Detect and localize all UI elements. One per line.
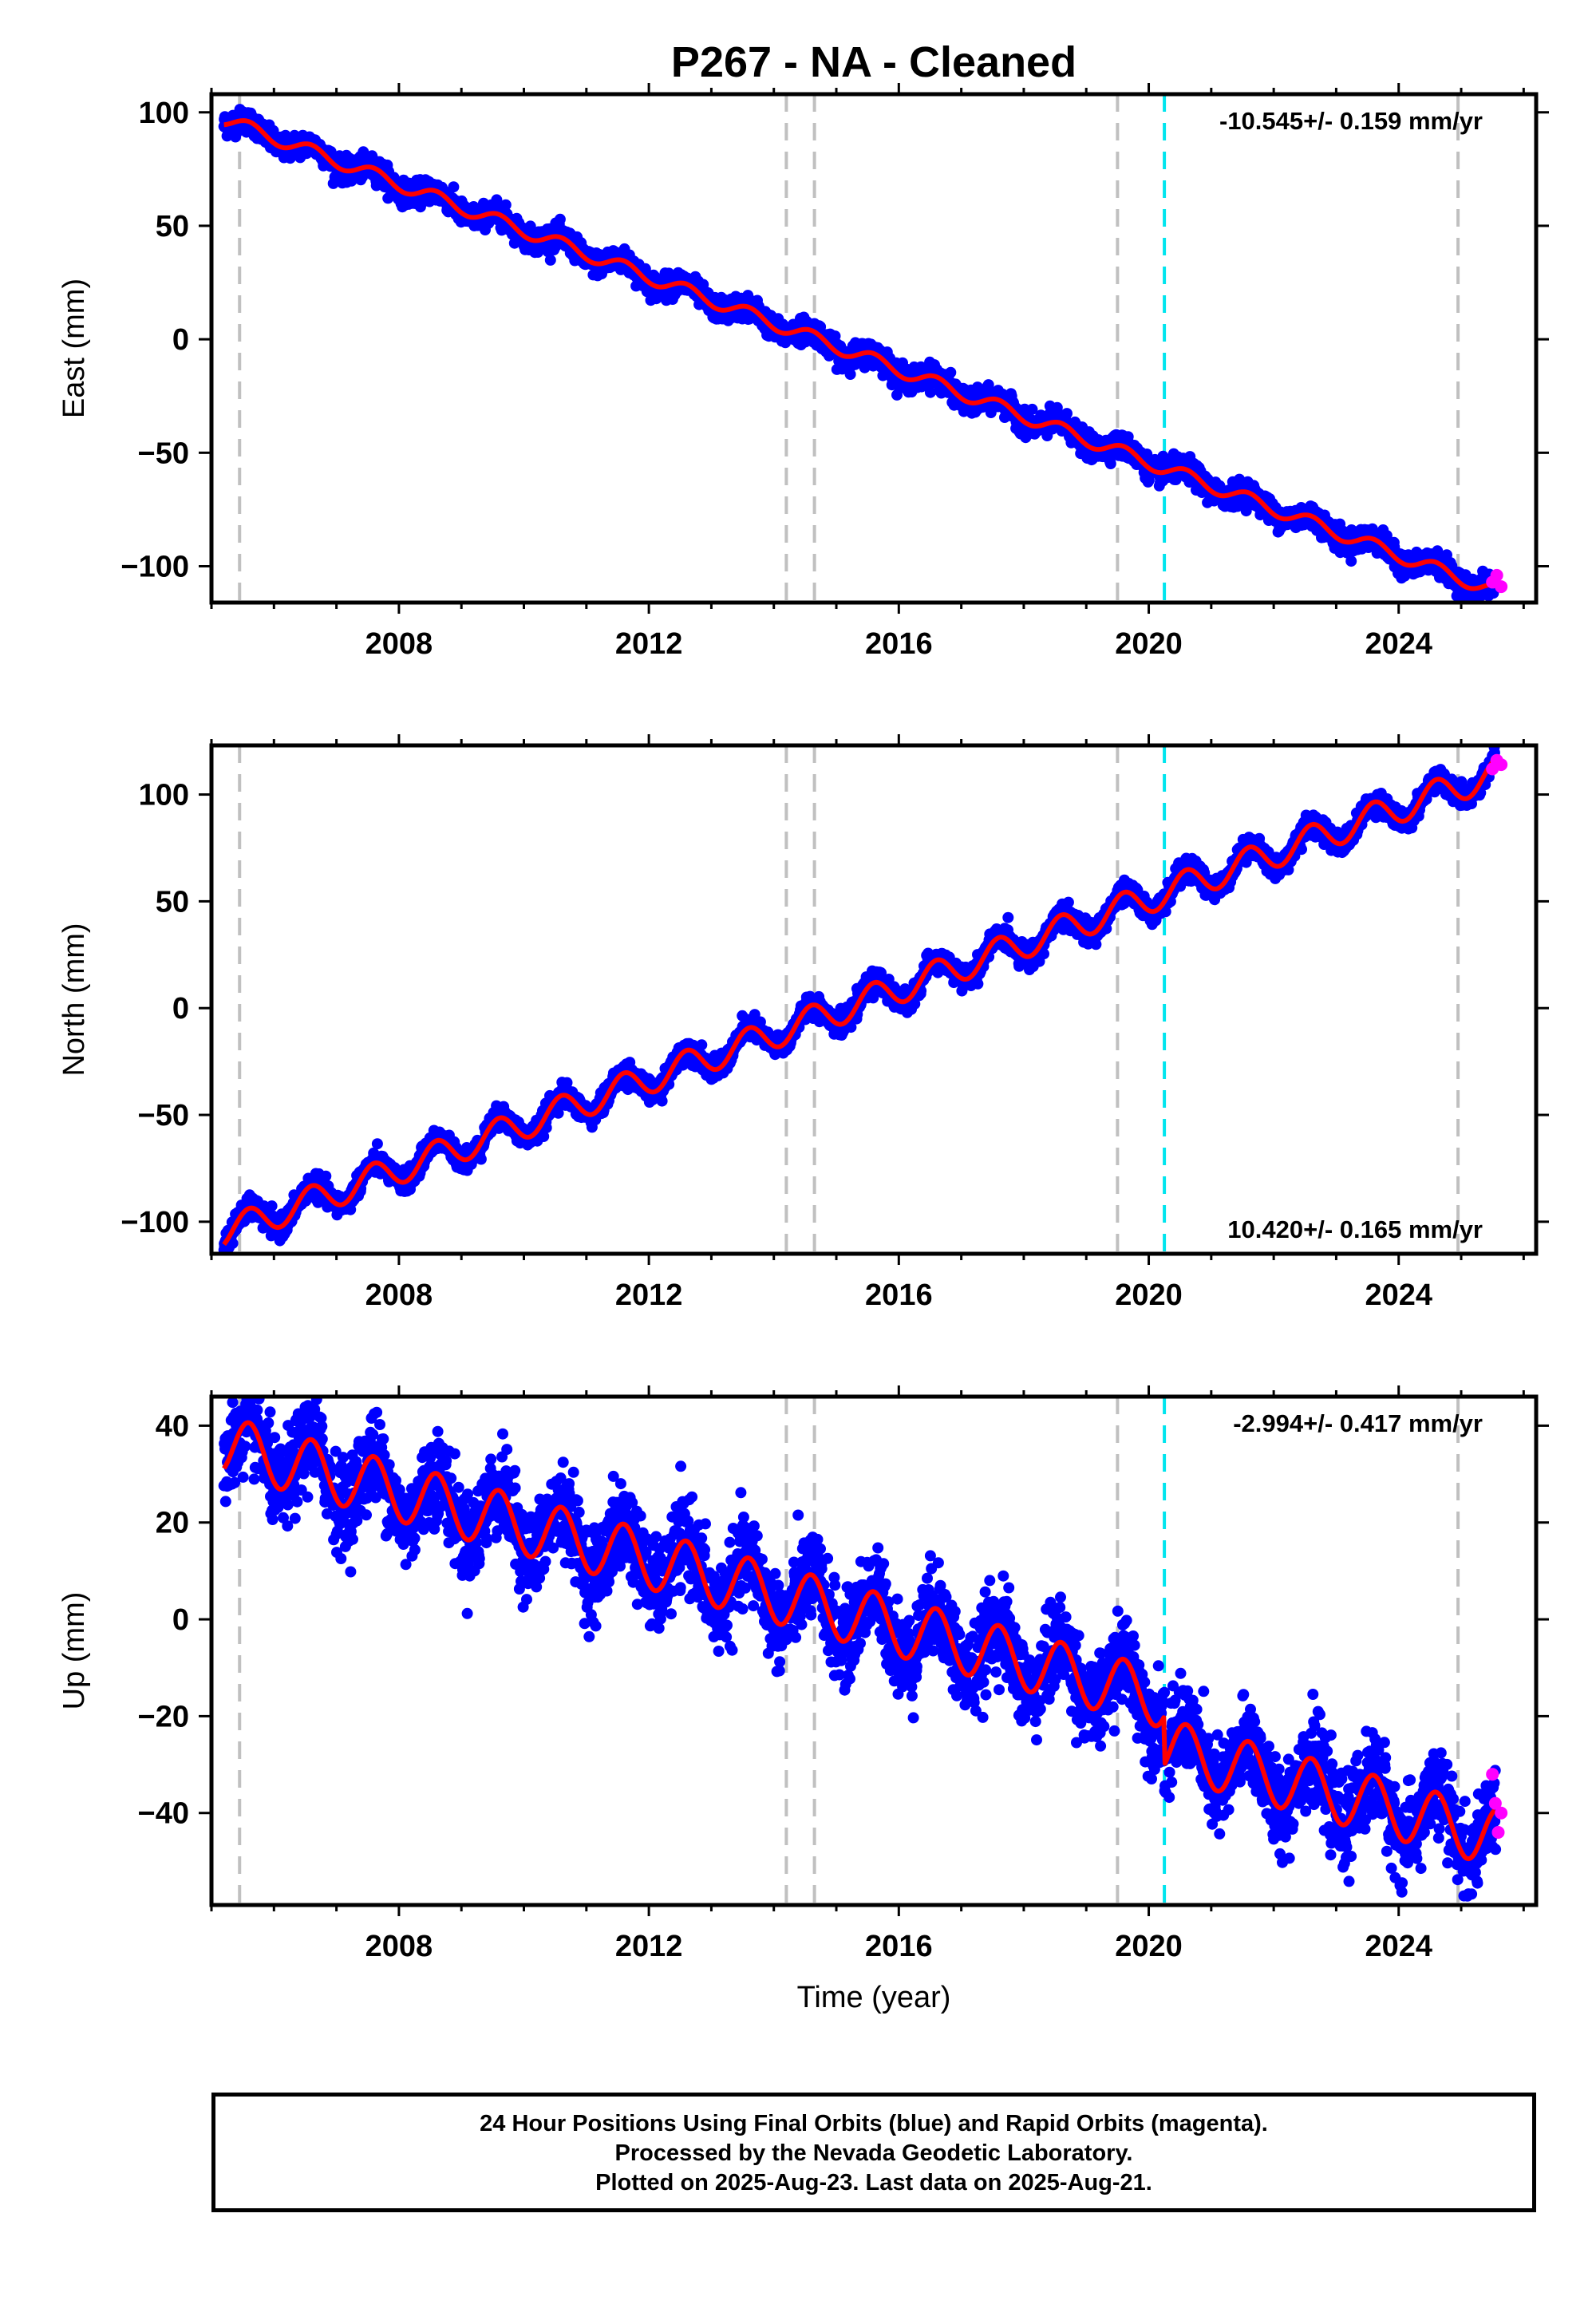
y-axis-label: East (mm) <box>57 279 91 418</box>
y-tick-label: −100 <box>120 551 189 584</box>
rate-annotation: -10.545+/- 0.159 mm/yr <box>1219 107 1483 135</box>
y-tick-label: 0 <box>172 323 189 357</box>
chart-title: P267 - NA - Cleaned <box>671 38 1077 86</box>
final-orbit-point <box>500 199 512 211</box>
y-tick-label: 50 <box>156 210 189 243</box>
rapid-orbit-point <box>1495 580 1508 594</box>
final-orbit-point <box>371 1138 383 1150</box>
x-tick-label: 2016 <box>865 627 933 661</box>
final-orbit-point <box>544 254 556 266</box>
x-tick-label: 2012 <box>615 627 683 661</box>
final-orbit-point <box>320 1170 332 1182</box>
rapid-orbit-point <box>1490 568 1503 582</box>
final-orbit-point <box>554 213 566 225</box>
x-tick-label: 2008 <box>365 627 433 661</box>
y-tick-label: −50 <box>138 437 189 470</box>
final-orbit-point <box>448 181 460 193</box>
x-tick-label: 2024 <box>1365 627 1432 661</box>
x-tick-label: 2020 <box>1115 627 1183 661</box>
plot-area <box>218 94 1508 603</box>
final-orbit-point <box>475 1153 487 1165</box>
plot-area <box>218 745 1508 1254</box>
east-panel: 2008 2012 2016 2020 2024 −100 −50 0 50 100 East (m… <box>57 83 1549 661</box>
final-orbit-point <box>266 1200 278 1212</box>
y-tick-label: 100 <box>139 97 189 130</box>
final-orbit-point <box>1345 555 1357 567</box>
final-orbit-point <box>945 366 957 378</box>
